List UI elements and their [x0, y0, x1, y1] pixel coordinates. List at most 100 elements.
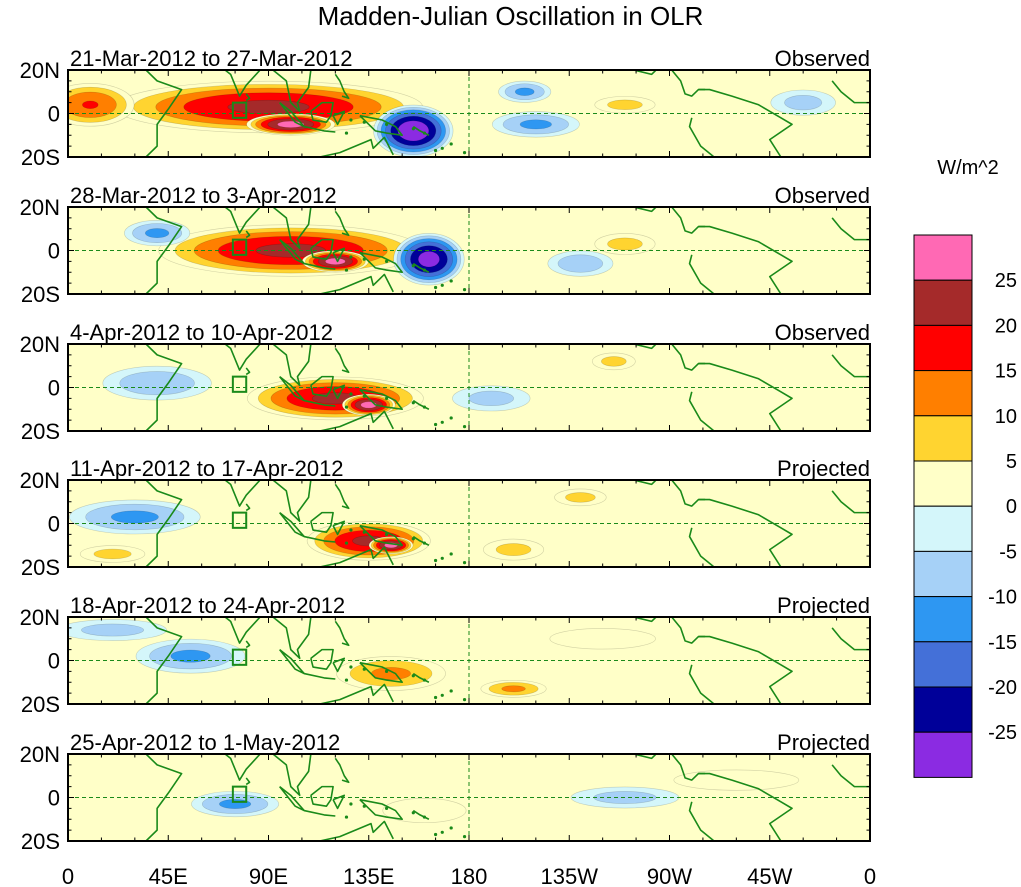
- island-marker: [349, 392, 353, 396]
- island-marker: [344, 405, 349, 409]
- coastline: [688, 527, 715, 567]
- island-marker: [344, 815, 349, 819]
- coastline: [633, 70, 706, 97]
- coastline: [359, 661, 403, 684]
- coastline: [223, 754, 262, 781]
- reference-box: [231, 648, 248, 666]
- island-marker: [422, 541, 427, 545]
- x-tick-label: 180: [451, 864, 488, 887]
- anomaly-contour: [784, 95, 823, 111]
- anomaly-contour: [514, 87, 535, 96]
- coastline: [688, 391, 715, 431]
- island-marker: [440, 420, 444, 424]
- panel-date-range: 28-Mar-2012 to 3-Apr-2012: [70, 183, 337, 208]
- y-tick-label: 20S: [21, 829, 60, 854]
- island-marker: [433, 422, 438, 427]
- coastline: [245, 367, 251, 376]
- coastline: [245, 777, 251, 786]
- x-tick-label: 0: [864, 864, 876, 887]
- reference-box: [231, 785, 248, 803]
- anomaly-contour: [417, 251, 440, 268]
- panel-status: Observed: [775, 320, 870, 345]
- island-marker: [349, 665, 353, 669]
- colorbar-level-label: 0: [1006, 496, 1017, 518]
- y-tick-label: 0: [48, 239, 60, 264]
- y-tick-label: 20N: [20, 58, 60, 83]
- colorbar-level-label: -25: [988, 722, 1017, 744]
- island-marker: [349, 528, 353, 532]
- coastline: [698, 772, 793, 841]
- coastline: [831, 217, 870, 241]
- coastline: [68, 480, 183, 567]
- island-marker: [449, 279, 453, 283]
- anomaly-contour: [93, 548, 132, 560]
- island-marker: [384, 396, 389, 400]
- panel-date-range: 21-Mar-2012 to 27-Mar-2012: [70, 46, 352, 71]
- island-marker: [349, 802, 353, 806]
- island-marker: [449, 552, 453, 556]
- island-marker: [449, 142, 453, 146]
- colorbar-swatch: [913, 731, 973, 778]
- y-tick-label: 20S: [21, 692, 60, 717]
- island-marker: [462, 835, 467, 839]
- coastline: [698, 635, 793, 704]
- island-marker: [462, 151, 467, 155]
- anomaly-contour: [468, 390, 514, 406]
- y-tick-label: 20N: [20, 195, 60, 220]
- coastline: [334, 210, 350, 237]
- island-marker: [440, 283, 444, 287]
- y-tick-label: 20N: [20, 605, 60, 630]
- anomaly-contour: [82, 100, 99, 109]
- coastline: [245, 230, 251, 239]
- island-marker: [344, 678, 349, 682]
- anomaly-contour: [607, 237, 643, 251]
- y-tick-label: 0: [48, 649, 60, 674]
- coastline: [633, 207, 706, 234]
- olr-anomaly-field: [68, 617, 870, 704]
- colorbar-swatch: [913, 505, 973, 552]
- panel-status: Projected: [777, 456, 870, 481]
- colorbar-level-label: -5: [999, 541, 1017, 563]
- coastline: [688, 254, 715, 294]
- island-marker: [362, 530, 366, 534]
- coastline: [319, 410, 394, 431]
- y-tick-label: 20S: [21, 419, 60, 444]
- island-marker: [422, 131, 427, 135]
- coastline: [310, 511, 334, 534]
- anomaly-contour: [144, 228, 170, 239]
- coastline: [319, 820, 394, 841]
- panel-date-range: 11-Apr-2012 to 17-Apr-2012: [70, 456, 344, 481]
- coastline: [310, 238, 334, 261]
- coastline: [332, 110, 346, 126]
- coastline: [633, 344, 706, 371]
- panel-status: Observed: [775, 183, 870, 208]
- anomaly-contour: [549, 628, 656, 650]
- coastline: [303, 535, 336, 543]
- coastline: [359, 388, 403, 411]
- map-panel: 20N 0 20S 18-Apr-2012 to 24-Apr-2012 Project…: [20, 593, 871, 717]
- x-tick-label: 90W: [647, 864, 692, 887]
- colorbar-unit: W/m^2: [937, 157, 999, 179]
- x-tick-label: 45W: [747, 864, 792, 887]
- island-marker: [411, 811, 415, 815]
- coastline: [412, 672, 430, 683]
- colorbar-swatch: [913, 279, 973, 326]
- colorbar-swatch: [913, 641, 973, 688]
- coastline: [359, 524, 403, 547]
- anomaly-contour: [607, 99, 643, 110]
- colorbar: W/m^2 25 20 15 10 5 0 -5 -10 -15 -20 -25: [913, 157, 1017, 778]
- island-marker: [411, 127, 415, 131]
- island-marker: [384, 669, 389, 673]
- coastline: [698, 225, 793, 294]
- colorbar-swatch: [913, 415, 973, 462]
- anomaly-contour: [519, 119, 552, 130]
- island-marker: [362, 667, 366, 671]
- coastline: [303, 125, 336, 133]
- island-marker: [362, 804, 366, 808]
- coastline: [223, 70, 262, 97]
- coastline: [68, 754, 183, 841]
- coastline: [223, 617, 262, 644]
- coastline: [831, 80, 870, 104]
- island-marker: [440, 830, 444, 834]
